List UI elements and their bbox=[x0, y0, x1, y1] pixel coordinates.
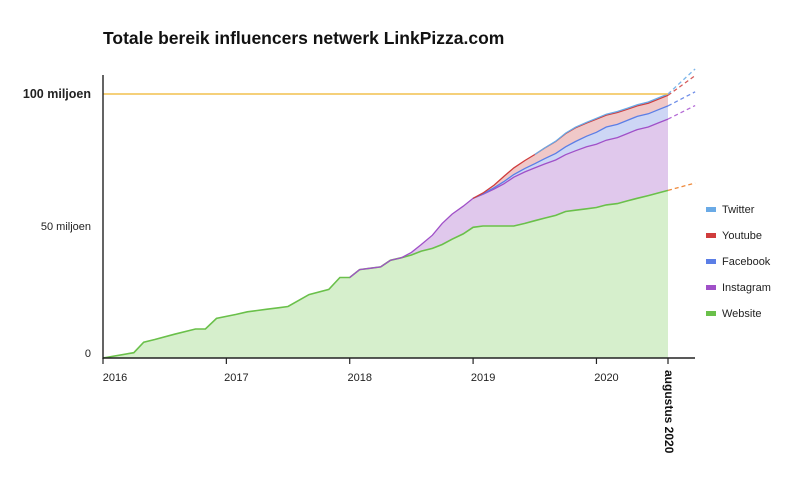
chart-title: Totale bereik influencers netwerk LinkPi… bbox=[103, 28, 505, 48]
y-tick-label: 50 miljoen bbox=[41, 221, 91, 233]
line-layer bbox=[102, 93, 669, 359]
area-youtube bbox=[103, 95, 668, 359]
area-website bbox=[103, 190, 668, 358]
legend-label-youtube: Youtube bbox=[722, 230, 762, 242]
legend-label-twitter: Twitter bbox=[722, 204, 755, 216]
projection-layer bbox=[667, 68, 696, 191]
legend-label-instagram: Instagram bbox=[722, 282, 771, 294]
y-tick-label: 0 bbox=[85, 348, 91, 360]
projection-facebook bbox=[667, 91, 696, 107]
end-date-label: augustus 2020 bbox=[662, 370, 676, 454]
y-tick-label: 100 miljoen bbox=[23, 87, 91, 101]
x-tick-label: 2018 bbox=[347, 372, 371, 384]
x-tick-label: 2019 bbox=[471, 372, 495, 384]
legend-swatch-instagram bbox=[706, 285, 716, 290]
area-layer bbox=[103, 94, 668, 359]
projection-twitter bbox=[667, 68, 696, 95]
projection-instagram bbox=[667, 104, 696, 120]
x-tick-label: 2020 bbox=[594, 372, 618, 384]
line-twitter bbox=[534, 93, 669, 156]
legend-swatch-twitter bbox=[706, 207, 716, 212]
projection-website bbox=[667, 182, 696, 191]
legend-swatch-facebook bbox=[706, 259, 716, 264]
legend-label-website: Website bbox=[722, 308, 762, 320]
x-tick-label: 2016 bbox=[103, 372, 127, 384]
area-facebook bbox=[103, 105, 668, 359]
line-instagram bbox=[349, 118, 669, 279]
line-website bbox=[102, 189, 669, 359]
legend-swatch-website bbox=[706, 311, 716, 316]
area-instagram bbox=[103, 119, 668, 358]
projection-youtube bbox=[667, 75, 696, 96]
legend: Twitter Youtube Facebook Instagram Website bbox=[706, 204, 771, 320]
x-tick-label: 2017 bbox=[224, 372, 248, 384]
axes-layer: 0 50 miljoen 100 miljoen 2016 2017 2018 2019 20… bbox=[23, 75, 695, 454]
legend-swatch-youtube bbox=[706, 233, 716, 238]
legend-label-facebook: Facebook bbox=[722, 256, 771, 268]
line-facebook bbox=[472, 105, 669, 199]
